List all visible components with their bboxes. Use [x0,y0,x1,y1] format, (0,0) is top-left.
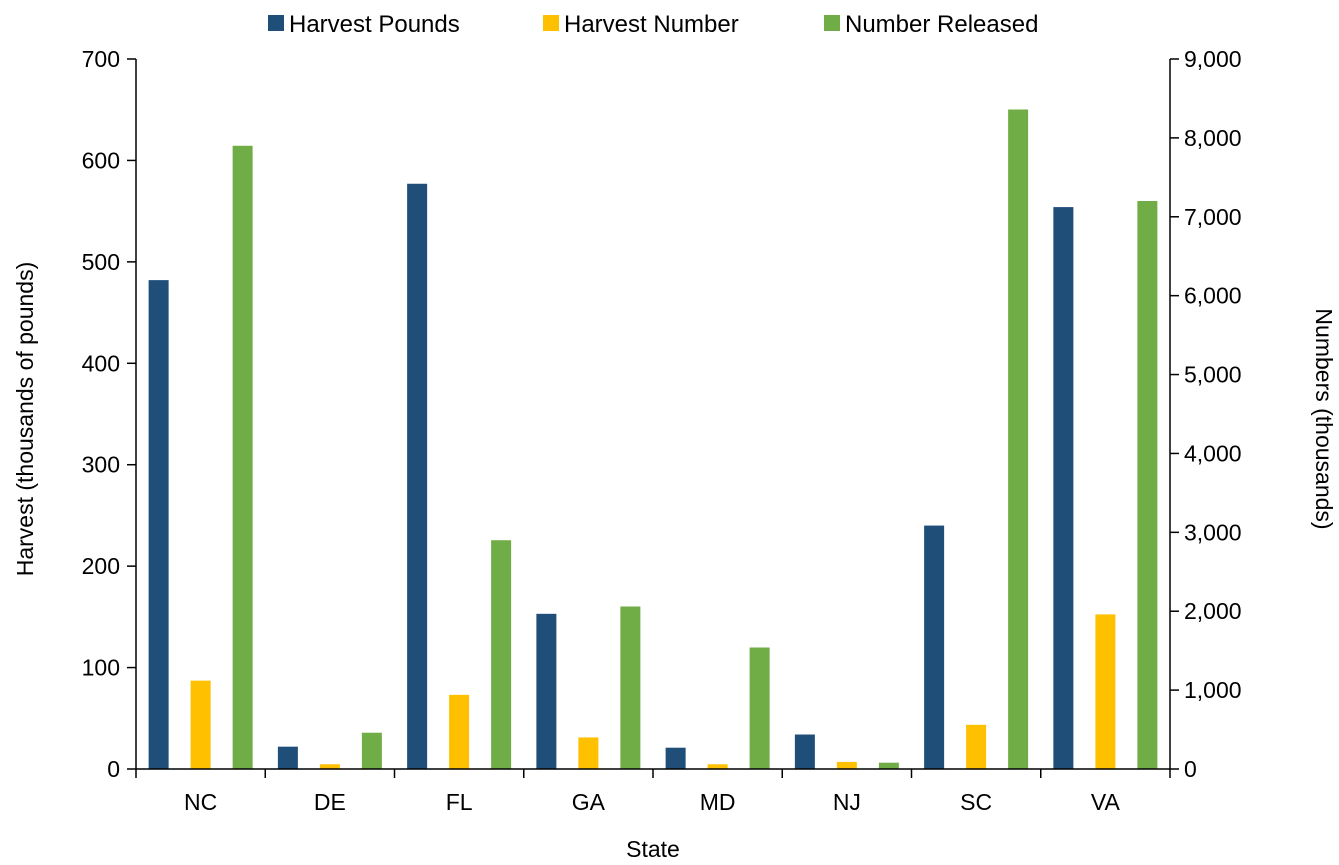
x-tick-label: NC [184,789,217,815]
x-tick-label: GA [572,789,606,815]
bar [749,647,770,769]
y2-axis-title: Numbers (thousands) [1311,308,1337,529]
bar [578,737,599,769]
bar [620,606,641,769]
bar [536,613,557,769]
axes [127,58,1179,778]
y2-tick-label: 3,000 [1184,519,1242,545]
x-tick-label: MD [700,789,736,815]
legend-swatch [543,15,559,31]
legend-swatch [824,15,840,31]
y-tick-label: 700 [82,46,120,72]
bar [924,525,945,769]
bar [1053,207,1074,770]
legend-swatch [268,15,284,31]
y2-tick-label: 4,000 [1184,440,1242,466]
bar [407,183,428,769]
y2-tick-label: 8,000 [1184,125,1242,151]
x-tick-label: FL [446,789,473,815]
ticks: 0 100 200 300 400 500 600 700 0 1,000 2,000 3,000 4,… [82,46,1242,815]
y-axis-title: Harvest (thousands of pounds) [12,262,38,577]
x-tick-label: VA [1091,789,1121,815]
bar [319,764,340,769]
y-tick-label: 0 [107,756,120,782]
bar [878,762,899,769]
bar [449,694,470,769]
bar [1095,614,1116,769]
legend-label: Harvest Pounds [289,11,460,38]
y-tick-label: 100 [82,655,120,681]
bar [1137,201,1158,769]
bar [148,280,169,769]
x-tick-label: SC [960,789,992,815]
x-tick-label: NJ [833,789,861,815]
bar [794,734,815,769]
y2-tick-label: 1,000 [1184,677,1242,703]
bar [1008,109,1029,769]
bar [491,540,512,769]
x-axis-title: State [626,836,680,862]
y2-tick-label: 2,000 [1184,598,1242,624]
y-tick-label: 200 [82,553,120,579]
bar [190,680,211,769]
bar [277,746,298,769]
y2-tick-label: 5,000 [1184,362,1242,388]
y2-tick-label: 7,000 [1184,204,1242,230]
legend-label: Harvest Number [564,11,739,38]
y-tick-label: 400 [82,350,120,376]
bar [361,732,382,769]
bar [665,747,686,769]
y2-tick-label: 6,000 [1184,283,1242,309]
y-tick-label: 500 [82,249,120,275]
bar [707,764,728,769]
bars [148,109,1158,770]
legend-label: Number Released [845,11,1038,38]
legend: Harvest Pounds Harvest Number Number Relea… [268,11,1038,38]
y2-tick-label: 0 [1184,756,1197,782]
x-tick-label: DE [314,789,346,815]
bar [966,724,987,769]
y2-tick-label: 9,000 [1184,46,1242,72]
bar [836,761,857,769]
y-tick-label: 300 [82,452,120,478]
y-tick-label: 600 [82,147,120,173]
bar [232,145,253,769]
